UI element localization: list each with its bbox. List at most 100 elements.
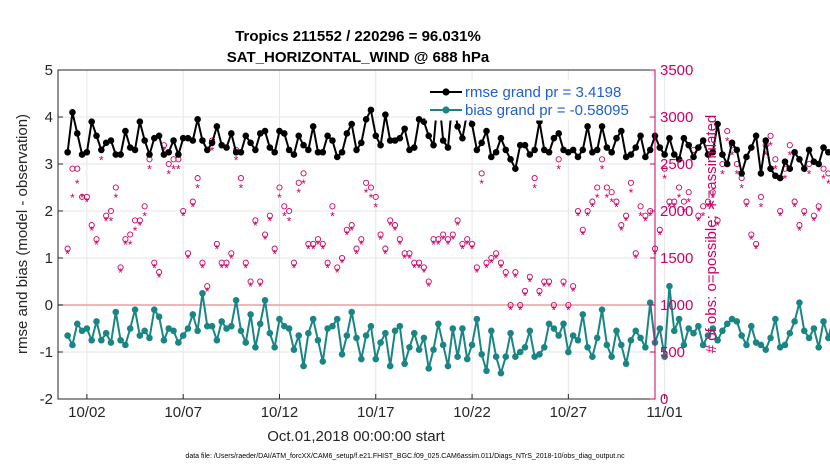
bias-point [102,329,110,337]
bias-point [598,306,606,314]
possible-obs-marker [454,217,461,224]
assimilated-obs-marker: * [600,163,605,177]
possible-obs-marker [141,203,148,210]
bias-point [714,336,721,344]
possible-obs-marker [295,179,302,186]
possible-obs-marker [324,259,331,266]
rmse-point [252,146,259,154]
rmse-point [136,118,144,125]
possible-obs-marker [420,264,427,271]
assimilated-obs-marker: * [735,167,740,181]
possible-obs-marker [151,259,158,266]
rmse-point [483,127,490,135]
rmse-point [627,151,635,158]
assimilated-obs-marker: * [532,182,537,196]
possible-obs-marker [473,264,480,271]
possible-obs-marker [184,250,192,257]
possible-obs-marker [286,207,293,215]
possible-obs-marker [589,198,596,205]
assimilated-obs-marker: * [499,261,504,275]
rmse-point [786,165,794,172]
rmse-point [526,151,534,158]
rmse-point [343,130,351,137]
rmse-point [820,144,827,151]
possible-obs-marker [425,278,432,285]
assimilated-obs-marker: * [691,153,696,167]
rmse-point [146,151,153,158]
y-tick-label: 3 [45,156,53,173]
rmse-point [507,156,514,163]
bias-point [584,344,591,351]
possible-obs-marker [391,222,399,229]
rmse-point [767,165,774,172]
assimilated-obs-marker: * [657,229,662,243]
y2-tick-label: 2000 [660,203,693,220]
bias-point [396,322,404,330]
assimilated-obs-marker: * [821,172,826,186]
assimilated-obs-marker: * [200,261,205,275]
possible-obs-marker [228,250,235,257]
assimilated-obs-marker: * [783,172,788,186]
assimilated-obs-marker: * [720,167,725,181]
rmse-point [776,174,784,182]
bias-point [179,332,187,339]
rmse-point [531,146,538,154]
possible-obs-marker [358,236,365,243]
bias-point [155,313,163,321]
bias-point [738,332,745,339]
bias-point [242,339,250,346]
possible-obs-marker [613,198,620,205]
rmse-point [247,139,254,147]
data-file-footnote: data file: /Users/raeder/DAI/ATM_forcXX/… [185,453,625,460]
assimilated-obs-marker: * [768,139,773,153]
bias-point [136,332,144,339]
bias-point [603,341,611,349]
legend-box [425,79,649,121]
rmse-point [213,123,221,130]
rmse-point [545,148,553,156]
assimilated-obs-marker: * [431,238,436,252]
rmse-point [815,160,822,168]
assimilated-obs-marker: * [166,167,171,181]
rmse-point [430,141,437,149]
rmse-point [699,137,707,144]
assimilated-obs-marker: * [754,243,759,257]
assimilated-obs-marker: * [696,214,701,228]
bias-point [237,327,245,335]
bias-point [141,327,148,335]
bias-point [670,327,678,335]
bias-point [213,336,221,344]
possible-obs-marker [64,245,71,252]
possible-obs-marker [122,236,129,243]
bias-point [772,315,779,323]
rmse-point [584,123,591,130]
rmse-point [825,148,830,156]
assimilated-obs-marker: * [455,219,460,233]
assimilated-obs-marker: * [706,200,711,214]
rmse-point [410,144,418,151]
assimilated-obs-marker: * [556,163,561,177]
possible-obs-marker [204,283,211,290]
possible-obs-marker [521,287,529,294]
rmse-point [324,132,331,140]
possible-obs-marker [536,287,543,294]
rmse-point [454,123,461,130]
bias-point [622,360,630,368]
x-tick-label: 10/17 [357,404,395,421]
assimilated-obs-marker: * [422,266,427,280]
bias-point [642,344,649,351]
assimilated-obs-marker: * [465,238,470,252]
bias-point [743,341,750,349]
possible-obs-marker [565,301,572,309]
rmse-point [69,109,76,116]
assimilated-obs-marker: * [759,200,764,214]
bias-point [401,360,408,368]
possible-obs-marker [478,170,485,177]
rmse-point [170,137,177,144]
y-tick-label: 5 [45,62,53,79]
assimilated-obs-marker: * [162,144,167,158]
bias-point [372,355,380,363]
rmse-point [401,125,408,133]
bias-point [300,362,307,370]
y2-tick-label: 3500 [660,62,693,79]
